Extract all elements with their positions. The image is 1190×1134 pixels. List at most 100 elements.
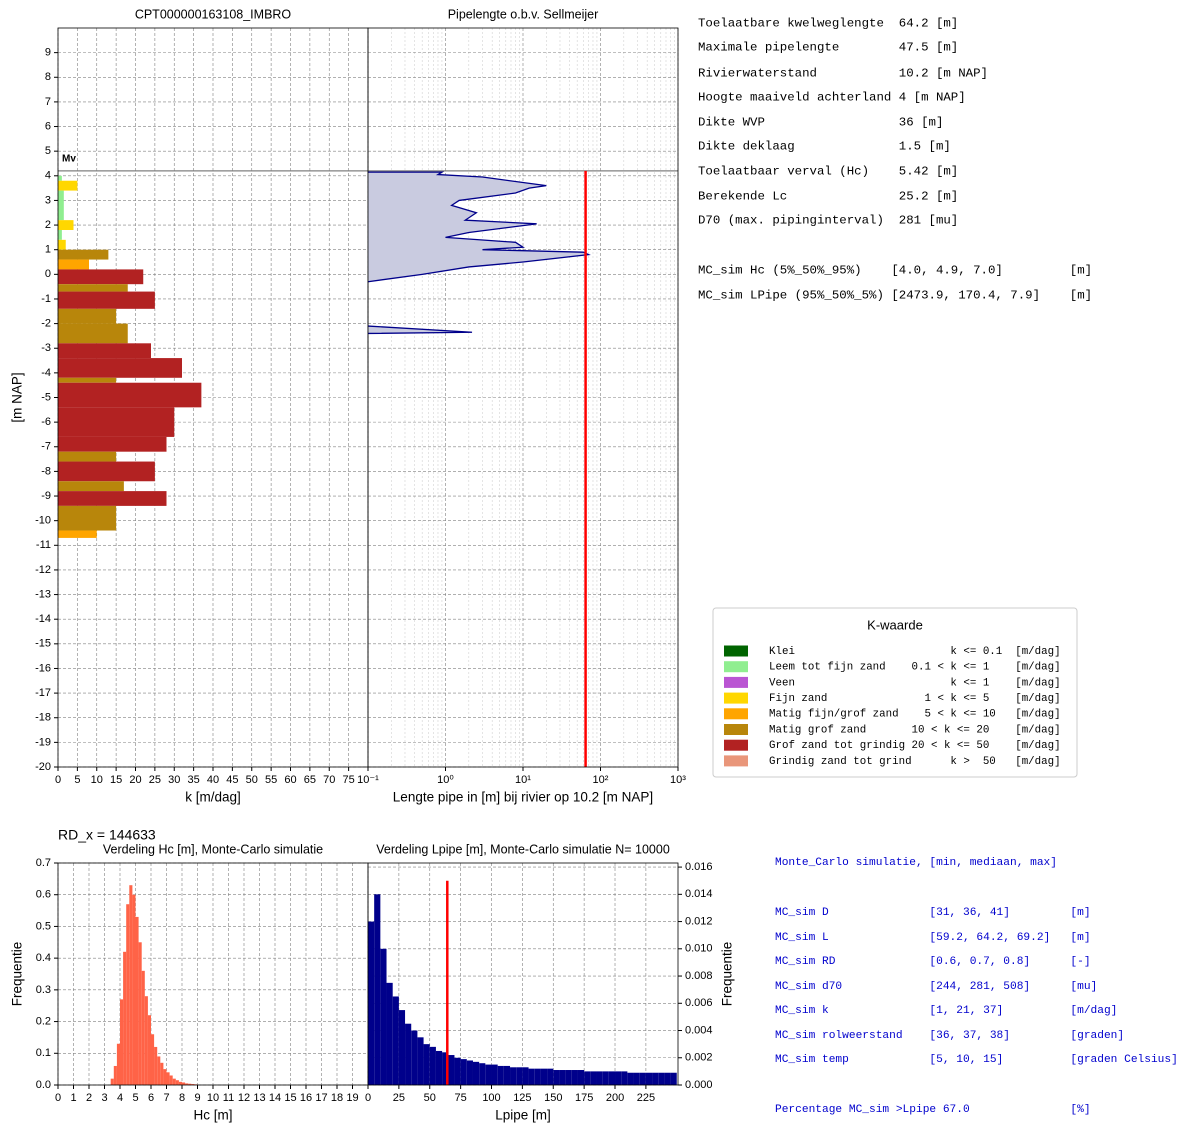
legend-swatch (724, 739, 748, 751)
bar (58, 284, 128, 292)
x-tick-label: 18 (331, 1092, 343, 1104)
histogram-bar (485, 1064, 492, 1085)
histogram-bar (411, 1030, 418, 1085)
chart-title: CPT000000163108_IMBRO (135, 7, 292, 21)
bar (58, 308, 117, 324)
histogram-bar (466, 1060, 473, 1085)
info-line: Toelaatbaar verval (Hc) 5.42 [m] (698, 164, 958, 178)
y-tick-label: -18 (35, 712, 51, 724)
x-tick-label: 7 (163, 1092, 169, 1104)
mc-line: MC_sim k [1, 21, 37] [m/dag] (775, 1005, 1117, 1017)
bar (58, 382, 202, 408)
histogram-bar (652, 1072, 659, 1085)
y-tick-label: 0.3 (36, 984, 51, 996)
x-tick-label: 0 (55, 774, 61, 786)
y-tick-label: -10 (35, 515, 51, 527)
histogram-bar (645, 1072, 653, 1085)
legend-swatch (724, 724, 748, 735)
x-tick-label: 150 (544, 1092, 562, 1104)
histogram-bar (479, 1063, 486, 1085)
info-line: MC_sim Hc (5%_50%_95%) [4.0, 4.9, 7.0] [… (698, 263, 1092, 277)
y-tick-label: -15 (35, 638, 51, 650)
histogram-bar (503, 1065, 511, 1085)
histogram-bar (163, 1069, 167, 1085)
histogram-bar (590, 1071, 597, 1085)
x-axis-label: k [m/dag] (185, 790, 241, 805)
x-tick-label: 40 (207, 774, 219, 786)
x-axis-label: Lpipe [m] (495, 1108, 551, 1123)
x-tick-label: 17 (315, 1092, 327, 1104)
histogram-bar (129, 885, 133, 1085)
x-tick-label: 19 (346, 1092, 358, 1104)
y-tick-label: 0.008 (685, 970, 713, 982)
bar (58, 190, 64, 221)
bar (58, 239, 66, 250)
histogram-bar (380, 948, 387, 1085)
x-tick-label: 10⁻¹ (357, 774, 379, 786)
y-tick-label: 0.7 (36, 857, 51, 869)
bar (58, 530, 97, 538)
x-tick-label: 8 (179, 1092, 185, 1104)
y-tick-label: -2 (41, 318, 51, 330)
x-tick-label: 20 (129, 774, 141, 786)
histogram-bar (621, 1071, 628, 1085)
legend-label: Grof zand tot grindig 20 < k <= 50 [m/da… (769, 740, 1061, 752)
x-tick-label: 75 (343, 774, 355, 786)
x-tick-label: 11 (223, 1092, 234, 1104)
x-tick-label: 25 (149, 774, 161, 786)
x-tick-label: 0 (55, 1092, 61, 1104)
y-tick-label: 0.002 (685, 1052, 713, 1064)
bar (58, 451, 117, 462)
mc-line: Percentage MC_sim >Lpipe 67.0 [%] (775, 1104, 1091, 1116)
histogram-bar (392, 996, 399, 1085)
info-line: Berekende Lc 25.2 [m] (698, 189, 958, 203)
bar (58, 505, 117, 531)
histogram-bar (639, 1072, 646, 1085)
histogram-bar (135, 916, 139, 1085)
histogram-bar (627, 1072, 634, 1085)
y-tick-label: 0.2 (36, 1015, 51, 1027)
legend-title: K-waarde (867, 617, 923, 632)
info-line: D70 (max. pipinginterval) 281 [mu] (698, 213, 958, 227)
histogram-bar (147, 1015, 151, 1085)
x-tick-label: 225 (637, 1092, 655, 1104)
mc-line: Monte_Carlo simulatie, [min, mediaan, ma… (775, 857, 1057, 869)
legend-label: Grindig zand tot grind k > 50 [m/dag] (769, 756, 1061, 768)
histogram-bar (497, 1065, 504, 1085)
info-line: Maximale pipelengte 47.5 [m] (698, 40, 958, 54)
x-tick-label: 55 (265, 774, 277, 786)
histogram-bar (116, 1043, 120, 1085)
mc-line: MC_sim D [31, 36, 41] [m] (775, 907, 1091, 919)
plot-frame (367, 862, 679, 1086)
x-tick-label: 10² (593, 774, 609, 786)
y-tick-label: -8 (41, 465, 51, 477)
y-tick-label: -4 (41, 367, 51, 379)
x-tick-label: 50 (424, 1092, 436, 1104)
y-tick-label: 0.0 (36, 1079, 51, 1091)
histogram-bar (123, 951, 127, 1085)
y-tick-label: 0.006 (685, 997, 713, 1009)
x-tick-label: 125 (513, 1092, 531, 1104)
mc-line: MC_sim d70 [244, 281, 508] [mu] (775, 981, 1097, 993)
histogram-bar (510, 1067, 517, 1085)
info-line: Toelaatbare kwelweglengte 64.2 [m] (698, 16, 958, 30)
x-tick-label: 60 (284, 774, 296, 786)
x-tick-label: 3 (101, 1092, 107, 1104)
x-tick-label: 50 (246, 774, 258, 786)
x-tick-label: 175 (575, 1092, 593, 1104)
x-tick-label: 16 (300, 1092, 312, 1104)
histogram-bar (141, 970, 145, 1085)
histogram-bar (448, 1055, 455, 1085)
x-tick-label: 2 (86, 1092, 92, 1104)
bar (58, 491, 167, 506)
y-tick-label: 5 (45, 145, 51, 157)
y-tick-label: -16 (35, 662, 51, 674)
profile-line (367, 171, 591, 335)
histogram-bar (110, 1078, 114, 1085)
area-fill (368, 172, 589, 282)
histogram-bar (596, 1071, 603, 1085)
histogram-bar (460, 1059, 467, 1085)
bar (58, 436, 167, 452)
y-tick-label: -20 (35, 761, 51, 773)
